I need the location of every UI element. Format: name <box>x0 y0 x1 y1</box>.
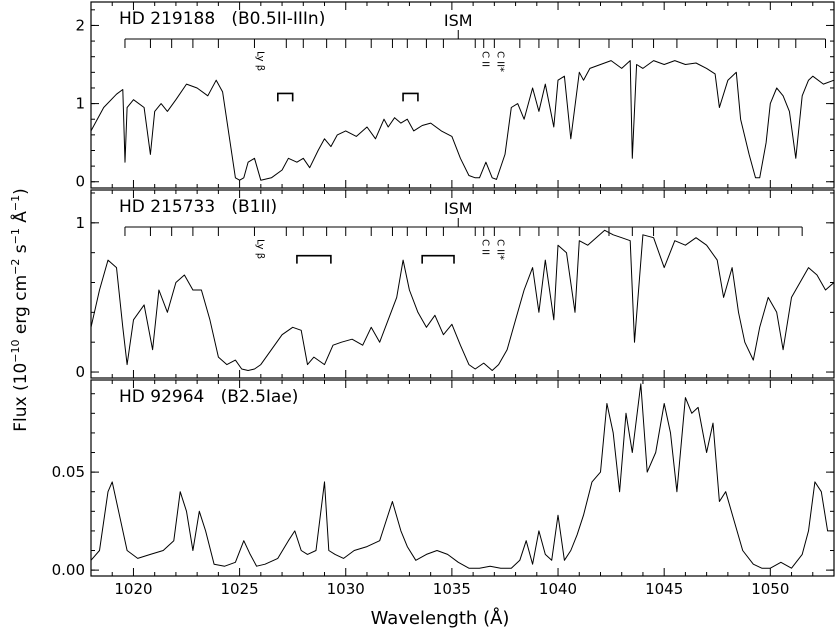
x-tick-label: 1040 <box>539 580 577 598</box>
ism-label: ISM <box>444 199 473 218</box>
y-tick-label: 1 <box>75 214 85 232</box>
x-tick-label: 1030 <box>327 580 365 598</box>
bracket-marker <box>421 254 455 264</box>
y-axis-label: Flux (10−10 erg cm−2 s−1 Å−1) <box>9 188 31 432</box>
panel-3: 0.00 0.05 1020 1025 1030 1035 1040 1045 1050 HD 9… <box>52 379 835 598</box>
line-id-label: C II <box>479 239 490 255</box>
y-tick-label: 0 <box>75 173 85 191</box>
spectrum-line <box>90 229 835 371</box>
x-axis-label: Wavelength (Å) <box>371 607 510 629</box>
line-id-label: Ly β <box>254 51 265 71</box>
y-tick-label: 1 <box>75 95 85 113</box>
y-tick-label: 0.05 <box>52 463 85 481</box>
line-id-label: Ly β <box>254 239 265 259</box>
spectrum-line <box>90 60 835 181</box>
x-tick-label: 1045 <box>645 580 683 598</box>
panel-1: 0 1 2 HD 219188 (B0.5II-IIIn) ISM Ly β C II C I… <box>75 1 835 191</box>
x-tick-label: 1050 <box>751 580 789 598</box>
plot-frame <box>90 189 835 379</box>
x-tick-label: 1035 <box>433 580 471 598</box>
spectrum-line <box>90 383 834 569</box>
y-tick-label: 2 <box>75 16 85 34</box>
panel-2: 0 1 HD 215733 (B1II) ISM Ly β C II C II* <box>75 189 835 381</box>
x-tick-label: 1020 <box>114 580 152 598</box>
line-id-label: C II* <box>494 51 505 72</box>
y-tick-label: 0 <box>75 363 85 381</box>
panels-layer: 0 1 2 HD 219188 (B0.5II-IIIn) ISM Ly β C II C I… <box>52 1 835 598</box>
plot-frame <box>90 1 835 189</box>
ism-label: ISM <box>444 11 473 30</box>
line-id-label: C II* <box>494 239 505 260</box>
x-tick-label: 1025 <box>221 580 259 598</box>
bracket-marker <box>402 92 419 102</box>
line-id-label: C II <box>479 51 490 67</box>
bracket-marker <box>277 92 294 102</box>
panel-title: HD 219188 (B0.5II-IIIn) <box>119 9 325 29</box>
y-tick-label: 0.00 <box>52 561 85 579</box>
panel-title: HD 92964 (B2.5Iae) <box>119 387 298 407</box>
panel-title: HD 215733 (B1II) <box>119 197 277 217</box>
bracket-marker <box>296 254 332 264</box>
plot-frame <box>90 379 835 577</box>
